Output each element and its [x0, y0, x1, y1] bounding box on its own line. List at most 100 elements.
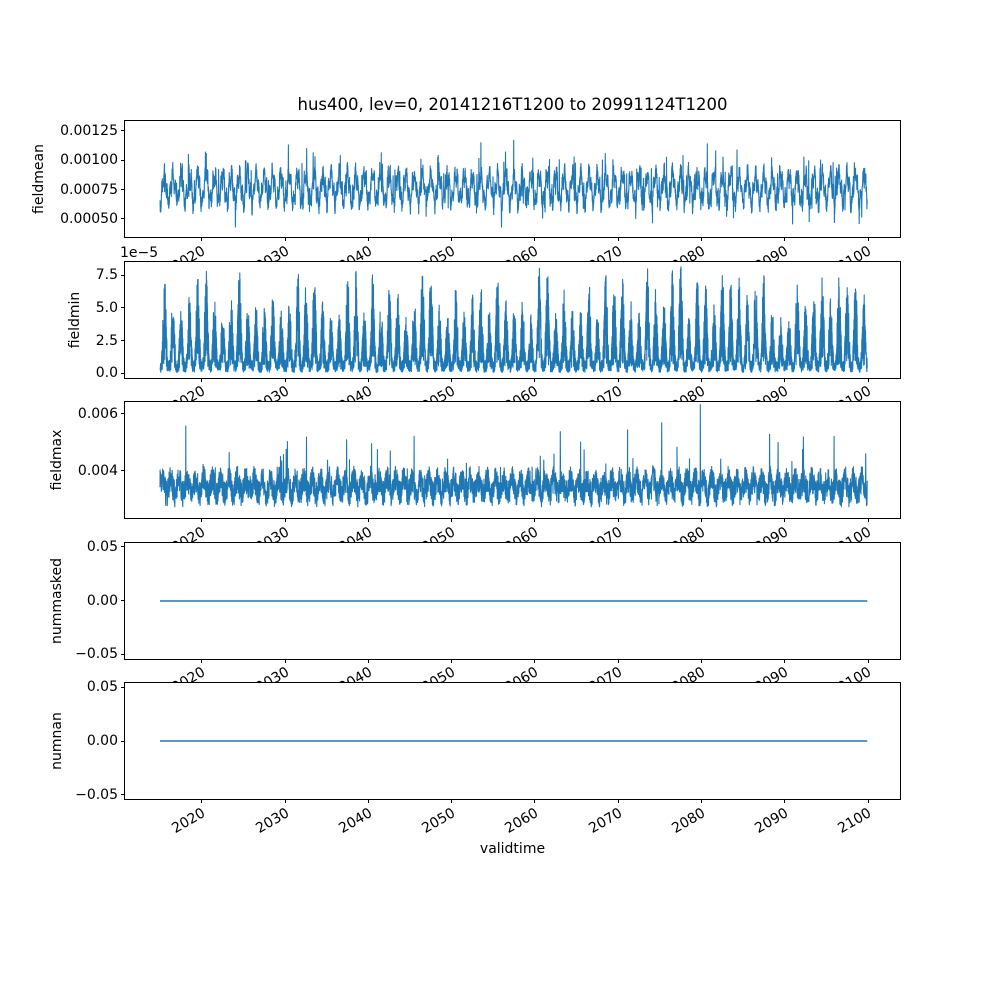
x-tick-mark	[451, 237, 453, 241]
x-tick-label: 2020	[169, 242, 209, 261]
series-line-fieldmin	[159, 265, 868, 373]
x-tick-mark	[284, 658, 286, 663]
x-tick-mark	[617, 377, 619, 382]
x-tick-mark	[284, 377, 286, 382]
x-tick-label: 2060	[502, 664, 542, 682]
x-tick-labels-clipped: 2020 2030 2040 2050 2060 2070 2080 2090 2100	[0, 378, 1000, 401]
x-tick-mark	[367, 799, 369, 803]
series-line-fieldmean	[159, 139, 868, 228]
x-tick-label: 2040	[336, 383, 375, 401]
x-tick-label: 2020	[169, 664, 209, 682]
x-tick-mark	[534, 658, 536, 663]
x-tick-mark	[451, 658, 453, 663]
x-tick-mark	[701, 658, 702, 663]
x-tick-label: 2030	[252, 242, 292, 261]
x-tick-mark	[201, 237, 203, 241]
x-tick-label: 2040	[336, 523, 375, 542]
y-axis-label-fieldmean: fieldmean	[31, 144, 48, 214]
y-axis-label-fieldmax: fieldmax	[49, 429, 65, 491]
y-tick-label: 0.0	[95, 365, 118, 382]
x-axis-label: validtime	[479, 841, 546, 857]
y-tick-label: 0.00	[86, 733, 118, 749]
y-tick-mark	[121, 470, 125, 472]
y-tick-mark	[121, 413, 125, 415]
series-line-nummasked	[160, 599, 868, 602]
x-tick-label: 2030	[252, 664, 292, 682]
y-tick-mark	[121, 740, 125, 742]
y-tick-label: 0.00125	[60, 122, 118, 139]
x-tick-label: 2090	[752, 242, 792, 261]
x-tick-label: 2030	[252, 523, 292, 542]
y-tick-mark	[121, 340, 125, 342]
x-tick-mark	[284, 518, 286, 522]
x-tick-label: 2040	[336, 242, 375, 261]
y-tick-mark	[121, 794, 125, 796]
subplot-fieldmax-frame	[124, 401, 901, 519]
y-tick-mark	[121, 653, 125, 655]
x-tick-mark	[867, 377, 869, 382]
x-tick-labels-clipped: 2020 2030 2040 2050 2060 2070 2080 2090 2100	[0, 518, 1000, 542]
y-tick-label: −0.05	[75, 786, 118, 803]
x-tick-mark	[701, 377, 702, 382]
x-tick-label: 2050	[419, 523, 459, 542]
x-tick-label: 2100	[835, 523, 875, 542]
x-tick-mark	[784, 799, 786, 803]
x-tick-mark	[617, 799, 619, 803]
x-tick-mark	[867, 799, 869, 803]
y-tick-mark	[121, 274, 125, 276]
x-tick-label: 2090	[752, 804, 792, 837]
x-tick-label: 2030	[252, 383, 292, 401]
x-tick-mark	[617, 237, 619, 241]
y-tick-label: 0.00100	[60, 152, 118, 169]
x-tick-mark	[867, 518, 869, 522]
x-tick-label: 2080	[669, 242, 709, 261]
x-tick-label: 2050	[419, 242, 459, 261]
x-tick-label: 2070	[585, 383, 625, 401]
x-tick-label: 2070	[585, 523, 625, 542]
x-tick-mark	[784, 377, 786, 382]
y-tick-label: 0.006	[77, 405, 118, 422]
y-tick-label: 0.00	[86, 592, 118, 609]
x-tick-label: 2080	[669, 523, 709, 542]
y-tick-mark	[121, 372, 125, 374]
x-tick-mark	[284, 237, 286, 241]
x-tick-mark	[284, 799, 286, 803]
x-tick-label: 2020	[169, 523, 209, 542]
x-tick-mark	[617, 518, 619, 522]
x-tick-mark	[451, 377, 453, 382]
x-tick-label: 2080	[669, 804, 709, 837]
x-tick-mark	[534, 799, 536, 803]
x-tick-label: 2100	[835, 804, 875, 837]
x-tick-label: 2060	[502, 242, 542, 261]
x-tick-mark	[367, 518, 369, 522]
y-tick-mark	[121, 307, 125, 309]
x-tick-mark	[784, 658, 786, 663]
x-tick-labels-bottom: 2020 2030 2040 2050 2060 2070 2080 2090 2100	[0, 799, 1000, 841]
x-tick-mark	[617, 658, 619, 663]
x-tick-label: 2020	[169, 383, 209, 401]
x-tick-label: 2050	[419, 664, 459, 682]
x-tick-label: 2100	[835, 242, 875, 261]
x-tick-mark	[534, 518, 536, 522]
y-tick-mark	[121, 600, 125, 601]
chart-title: hus400, lev=0, 20141216T1200 to 20991124…	[297, 95, 728, 114]
x-tick-mark	[867, 237, 869, 241]
y-tick-label: 0.05	[86, 679, 118, 696]
y-tick-label: 0.004	[77, 462, 118, 479]
x-tick-mark	[534, 237, 536, 241]
x-tick-label: 2060	[502, 523, 542, 542]
x-tick-label: 2090	[752, 523, 792, 542]
x-tick-mark	[451, 799, 453, 803]
x-tick-label: 2050	[419, 804, 459, 837]
x-tick-mark	[701, 799, 702, 803]
x-tick-label: 2070	[585, 664, 625, 682]
y-tick-label: 0.00050	[60, 210, 118, 227]
x-tick-label: 2080	[669, 664, 709, 682]
y-axis-offset-label: 1e−5	[120, 244, 159, 261]
y-tick-label: −0.05	[75, 646, 118, 663]
series-line-numnan	[160, 740, 868, 742]
x-tick-mark	[784, 518, 786, 522]
x-tick-mark	[867, 658, 869, 663]
x-tick-label: 2100	[835, 664, 875, 682]
